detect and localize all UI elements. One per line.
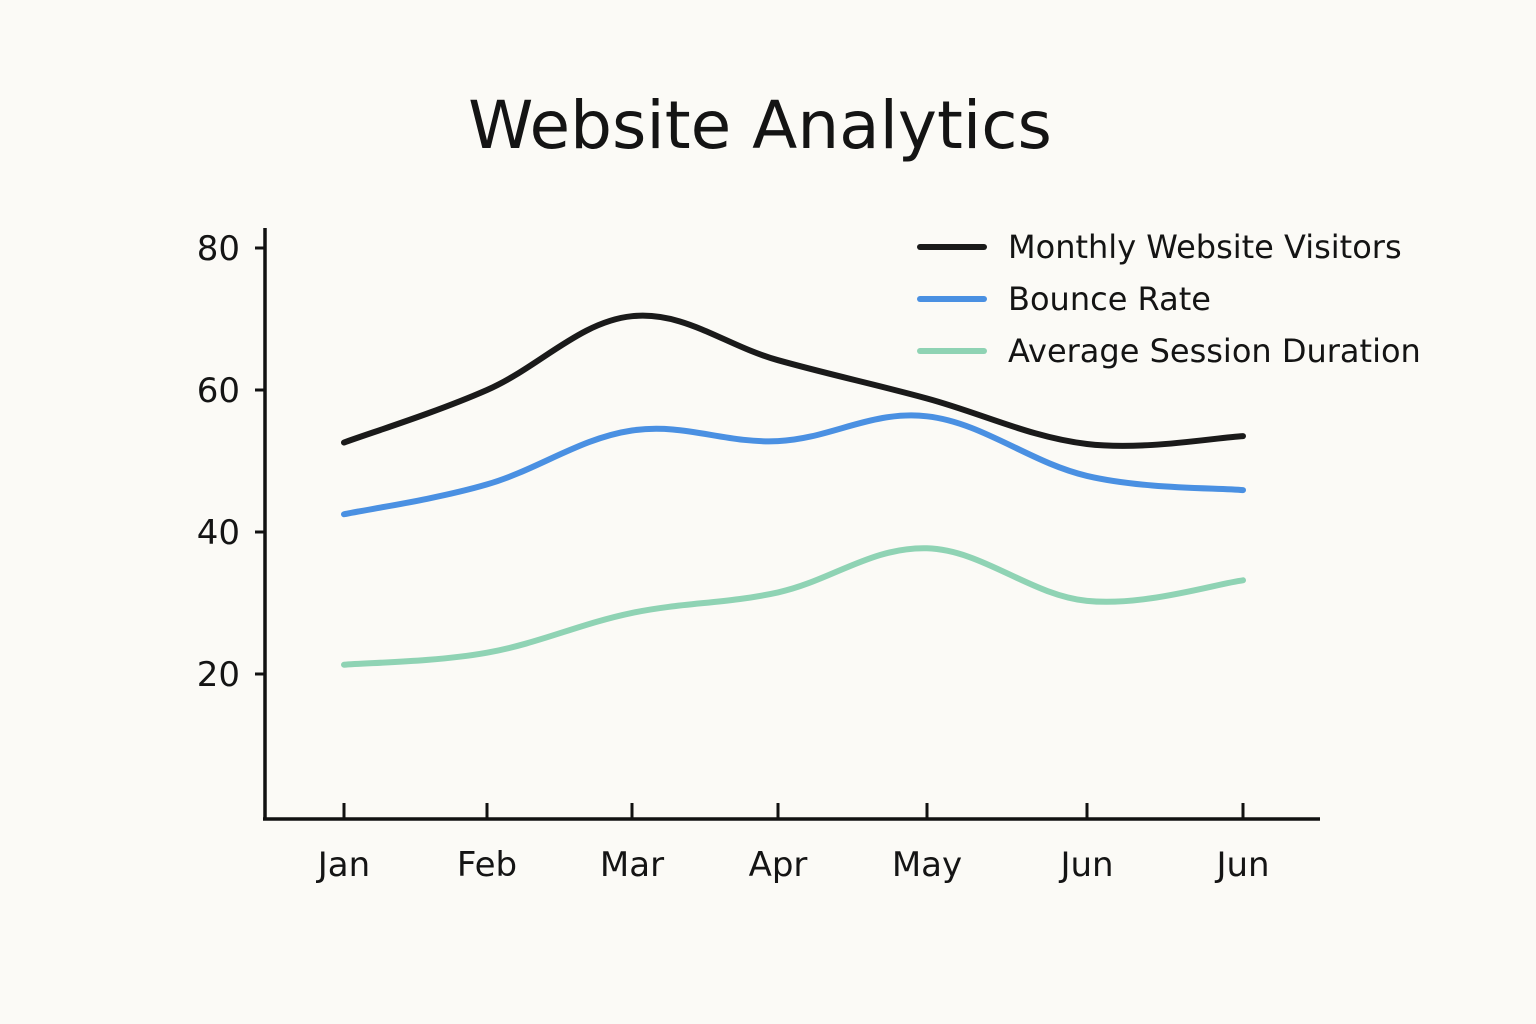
legend-label-bounce-rate: Bounce Rate	[1008, 280, 1211, 318]
legend: Monthly Website Visitors Bounce Rate Avera…	[917, 228, 1421, 370]
x-tick-label: Jun	[1214, 845, 1269, 885]
y-tick-label: 40	[197, 513, 240, 553]
y-tick-label: 20	[197, 655, 240, 695]
y-tick-label: 80	[197, 229, 240, 269]
legend-label-visitors: Monthly Website Visitors	[1008, 228, 1402, 266]
series-lines	[341, 312, 1246, 668]
x-tick-label: Mar	[600, 845, 664, 885]
series-line-session-duration	[341, 545, 1246, 668]
x-tick-label: May	[892, 845, 962, 885]
series-line-visitors	[341, 312, 1246, 449]
x-tick-label: Jan	[316, 845, 370, 885]
chart-title: Website Analytics	[468, 87, 1052, 164]
series-line-bounce-rate	[341, 412, 1246, 518]
x-axis-ticks: Jan Feb Mar Apr May Jun Jun	[316, 803, 1270, 885]
x-tick-label: Apr	[749, 845, 808, 885]
x-tick-label: Jun	[1058, 845, 1113, 885]
y-tick-label: 60	[197, 371, 240, 411]
x-tick-label: Feb	[457, 845, 517, 885]
y-axis-ticks: 20 40 60 80	[197, 229, 265, 695]
legend-label-session-duration: Average Session Duration	[1008, 332, 1421, 370]
